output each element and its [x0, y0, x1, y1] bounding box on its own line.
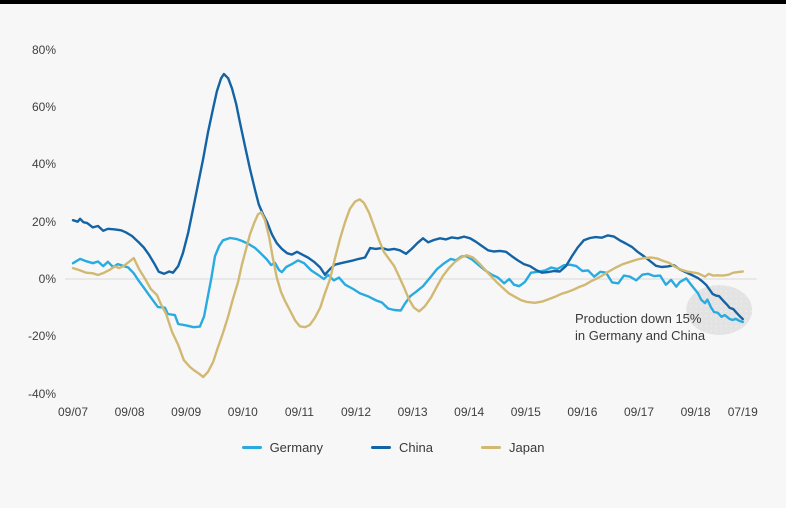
x-tick-label: 09/15 [510, 405, 541, 419]
japan-line-swatch [481, 445, 501, 450]
line-china [71, 72, 744, 321]
germany-line-swatch [241, 445, 262, 450]
legend-label-japan: Japan [509, 440, 545, 455]
y-tick-label: 0% [38, 272, 56, 286]
x-tick-label: 09/14 [454, 405, 485, 419]
legend-item-china: China [371, 440, 433, 455]
x-tick-label: 09/11 [284, 405, 314, 419]
y-tick-label: 20% [31, 214, 56, 229]
top-border [0, 0, 786, 4]
china-line-swatch [371, 445, 392, 450]
y-tick-label: 40% [31, 157, 56, 172]
legend-label-germany: Germany [269, 440, 324, 455]
line-germany [71, 236, 744, 329]
y-tick-label: -20% [27, 329, 56, 344]
y-tick-label: 80% [31, 42, 56, 57]
annotation-line-2: in Germany and China [575, 328, 706, 343]
annotation-line-1: Production down 15% [575, 311, 702, 326]
legend-item-germany: Germany [241, 440, 324, 455]
line-japan [71, 198, 744, 379]
x-tick-label: 09/12 [340, 405, 372, 419]
x-tick-label: 09/08 [114, 405, 145, 419]
legend-label-china: China [399, 440, 433, 455]
legend-item-japan: Japan [481, 440, 544, 455]
legend: Germany China Japan [0, 440, 786, 455]
y-tick-label: -40% [27, 386, 56, 401]
highlight-ellipse [686, 284, 753, 335]
x-tick-label: 09/18 [680, 405, 711, 419]
x-tick-label: 09/16 [567, 405, 598, 419]
x-tick-label: 09/17 [623, 405, 655, 419]
annotation: Production down 15% in Germany and China [575, 310, 705, 344]
x-tick-label: 09/13 [397, 405, 428, 419]
x-tick-label: 09/07 [57, 405, 89, 419]
y-tick-label: 60% [31, 99, 56, 114]
x-tick-label: 09/10 [227, 405, 258, 419]
x-tick-label: 07/19 [727, 405, 758, 419]
series-lines [71, 72, 744, 379]
x-tick-label: 09/09 [171, 405, 202, 419]
